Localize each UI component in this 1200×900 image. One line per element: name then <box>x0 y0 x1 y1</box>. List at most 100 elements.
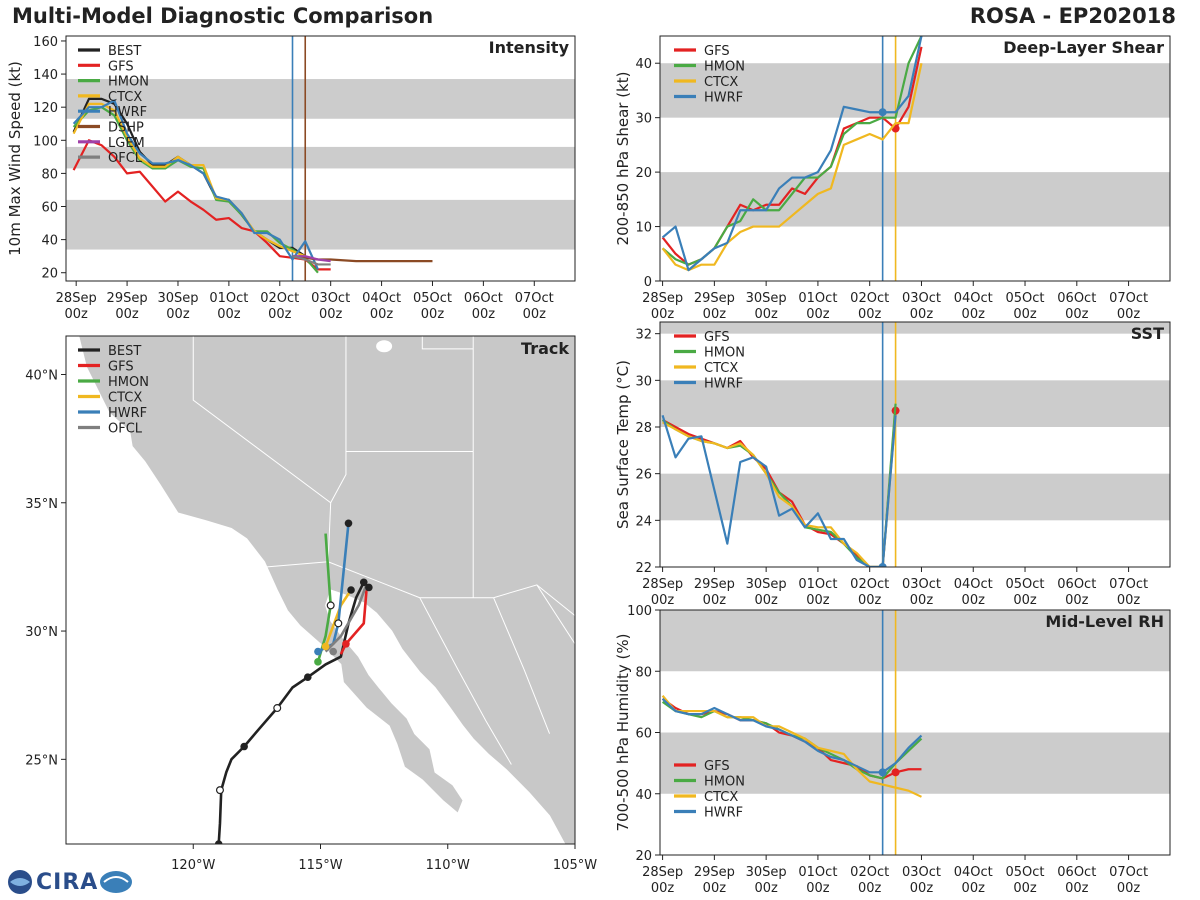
rh-marker-gfs <box>891 768 900 777</box>
intensity-series-gfs <box>72 139 331 271</box>
sst-xtick-label: 30Sep <box>746 577 787 592</box>
sst-band <box>660 322 1170 334</box>
shear-frame <box>659 35 1171 282</box>
intensity-xtick-label: 30Sep <box>157 291 198 306</box>
intensity-legend-label: BEST <box>108 44 141 59</box>
intensity-xtick-label: 00z <box>523 307 547 322</box>
shear-ytick-label: 0 <box>644 275 652 290</box>
shear-xtick-label: 07Oct <box>1109 291 1148 306</box>
track-legend-label: CTCX <box>108 391 142 406</box>
sst-panel: 22 24 26 28 30 32 Sea Surface Temp (°C) SST 28Se… <box>614 321 1171 608</box>
sst-xtick-label: 00z <box>962 593 986 608</box>
rh-marker-hwrf <box>878 768 887 777</box>
intensity-ytick-label: 40 <box>41 234 58 249</box>
intensity-ytick-label: 100 <box>33 134 58 149</box>
cira-logo: CIRA <box>6 866 134 898</box>
intensity-xtick-label: 03Oct <box>311 291 350 306</box>
track-point-open <box>215 786 224 795</box>
track-best <box>217 581 370 844</box>
track-xtick-label: 105°W <box>553 858 597 873</box>
intensity-xtick-label: 00z <box>319 307 343 322</box>
sst-xtick-label: 00z <box>651 593 675 608</box>
rh-legend-label: GFS <box>704 759 730 774</box>
rh-xtick-label: 00z <box>1117 881 1141 896</box>
rh-legend-label: CTCX <box>704 790 738 805</box>
track-point-best <box>214 840 223 844</box>
intensity-legend-label: HMON <box>108 75 149 90</box>
shear-marker-hwrf <box>878 108 887 117</box>
border-line <box>192 336 331 504</box>
sst-xtick-label: 00z <box>910 593 934 608</box>
sst-xtick-label: 04Oct <box>954 577 993 592</box>
shear-xtick-label: 29Sep <box>694 291 735 306</box>
intensity-xtick-label: 02Oct <box>260 291 299 306</box>
shear-series-ctcx <box>661 62 923 272</box>
sst-xtick-label: 28Sep <box>642 577 683 592</box>
intensity-series-lgem <box>292 255 331 263</box>
sst-xtick-label: 05Oct <box>1006 577 1045 592</box>
sst-xtick-label: 29Sep <box>694 577 735 592</box>
sst-plot-area <box>660 322 1170 567</box>
sst-xtick-label: 00z <box>1117 593 1141 608</box>
border-line <box>327 502 332 562</box>
shear-xtick-label: 00z <box>1065 307 1089 322</box>
intensity-xtick-label: 01Oct <box>209 291 248 306</box>
rh-xtick-label: 00z <box>754 881 778 896</box>
track-point-best <box>344 519 353 528</box>
sst-ytick-label: 28 <box>635 421 652 436</box>
track-point-open <box>326 601 335 610</box>
rh-series-hwrf <box>661 698 923 774</box>
intensity-xtick-label: 28Sep <box>56 291 97 306</box>
intensity-xtick-label: 04Oct <box>362 291 401 306</box>
shear-xtick-label: 00z <box>962 307 986 322</box>
intensity-legend-label: HWRF <box>108 105 147 120</box>
track-ytick-label: 25°N <box>25 753 58 768</box>
rh-xtick-label: 00z <box>910 881 934 896</box>
intensity-xtick-label: 00z <box>217 307 241 322</box>
intensity-xtick-label: 29Sep <box>107 291 148 306</box>
shear-xtick-label: 03Oct <box>902 291 941 306</box>
sst-xtick-label: 02Oct <box>850 577 889 592</box>
sst-band <box>660 380 1170 427</box>
rh-xtick-label: 04Oct <box>954 865 993 880</box>
sst-band <box>660 473 1170 521</box>
intensity-xtick-label: 05Oct <box>413 291 452 306</box>
rh-panel: 20 40 60 80 100 700-500 hPa Humidity (%) Mid-L… <box>614 604 1171 896</box>
intensity-ylabel: 10m Max Wind Speed (kt) <box>6 61 24 256</box>
track-point-hwrf <box>314 647 322 656</box>
shear-xtick-label: 00z <box>858 307 882 322</box>
land-mass <box>78 336 575 844</box>
intensity-xtick-label: 00z <box>64 307 88 322</box>
sst-frame <box>659 321 1171 568</box>
rh-xtick-label: 05Oct <box>1006 865 1045 880</box>
intensity-ytick-label: 160 <box>33 35 58 50</box>
intensity-series-hmon <box>72 106 319 274</box>
intensity-ytick-label: 60 <box>41 201 58 216</box>
shear-series-hwrf <box>661 36 923 272</box>
intensity-legend-label: CTCX <box>108 90 142 105</box>
track-point-open <box>334 619 343 628</box>
track-legend-label: OFCL <box>108 422 143 437</box>
intensity-legend-label: LGEM <box>108 136 145 151</box>
storm-id-title: ROSA - EP202018 <box>969 4 1176 28</box>
sst-xtick-label: 01Oct <box>798 577 837 592</box>
rh-xtick-label: 00z <box>858 881 882 896</box>
track-point-best <box>365 583 373 592</box>
track-legend-label: BEST <box>108 344 141 359</box>
shear-xtick-label: 00z <box>910 307 934 322</box>
sst-legend-label: HWRF <box>704 377 743 392</box>
rh-xtick-label: 29Sep <box>694 865 735 880</box>
sst-ytick-label: 26 <box>635 468 652 483</box>
shear-legend-label: CTCX <box>704 75 738 90</box>
sst-legend-label: CTCX <box>704 361 738 376</box>
shear-ytick-label: 20 <box>635 166 652 181</box>
track-title: Track <box>521 339 569 358</box>
sst-xtick-label: 00z <box>754 593 778 608</box>
rh-xtick-label: 01Oct <box>798 865 837 880</box>
border-line <box>421 336 474 350</box>
track-gfs <box>339 587 368 655</box>
sst-xtick-label: 07Oct <box>1109 577 1148 592</box>
shear-xtick-label: 01Oct <box>798 291 837 306</box>
intensity-xtick-label: 00z <box>115 307 139 322</box>
